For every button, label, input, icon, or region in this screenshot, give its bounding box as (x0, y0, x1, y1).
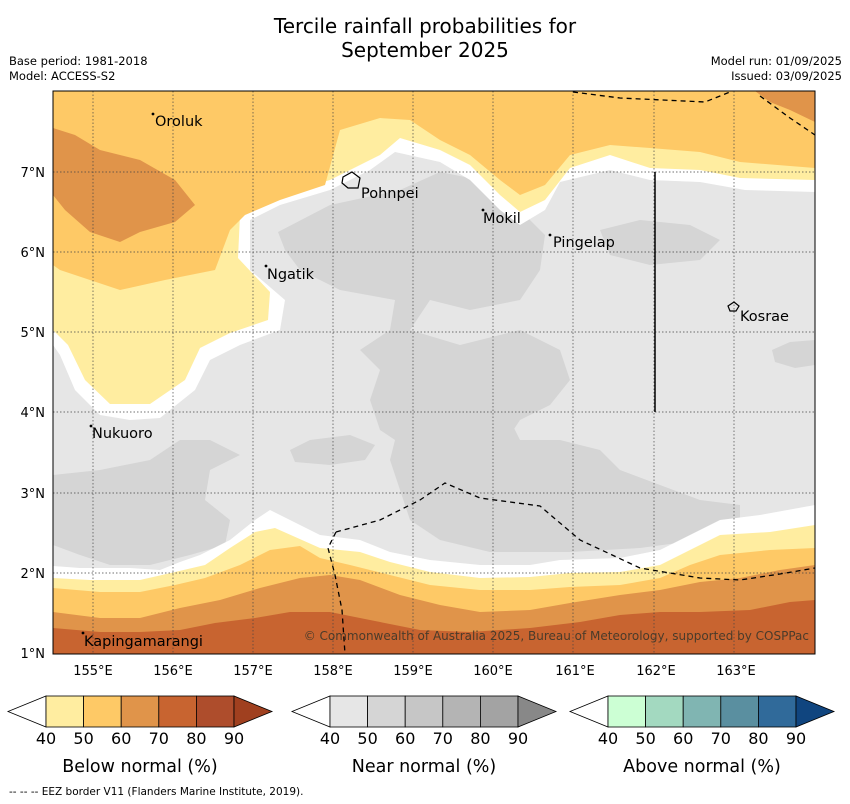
copyright-notice: © Commonwealth of Australia 2025, Bureau… (304, 629, 809, 643)
label-kapingamarangi: Kapingamarangi (84, 634, 203, 650)
colorbar-over-triangle (795, 695, 836, 728)
lat-axis: 7°N 6°N 5°N 4°N 3°N 2°N 1°N (21, 166, 46, 662)
colorbar-segment (45, 695, 84, 728)
meta-left: Base period: 1981-2018 Model: ACCESS-S2 (9, 54, 148, 84)
colorbar-tick-label: 90 (224, 729, 244, 748)
title-line-2: September 2025 (341, 38, 509, 62)
colorbar-segment (120, 695, 160, 728)
colorbar-over-triangle (233, 695, 274, 728)
colorbar-tick-label: 40 (36, 729, 56, 748)
colorbar-below-normal: 40 50 60 70 80 90 (6, 695, 274, 748)
lat-tick-label: 2°N (21, 567, 46, 582)
meta-right: Model run: 01/09/2025 Issued: 03/09/2025 (711, 54, 842, 84)
islands (81, 112, 740, 635)
colorbar-tick-label: 80 (186, 729, 206, 748)
colorbar-tick-label: 40 (320, 729, 340, 748)
colorbar-segment (195, 695, 235, 728)
colorbar-tick-label: 80 (470, 729, 490, 748)
lon-tick-label: 158°E (313, 664, 353, 679)
colorbar-segment (329, 695, 368, 728)
colorbar-segment (682, 695, 722, 728)
colorbar-tick-label: 50 (635, 729, 655, 748)
lat-tick-label: 4°N (21, 406, 46, 421)
colorbar-tick-label: 80 (748, 729, 768, 748)
base-period: Base period: 1981-2018 (9, 54, 148, 68)
lat-tick-label: 1°N (21, 647, 46, 662)
colorbar-segment (158, 695, 197, 728)
colorbar-above-normal: 40 50 60 70 80 90 (568, 695, 836, 748)
label-ngatik: Ngatik (267, 267, 315, 283)
grid-lines (53, 91, 815, 654)
colorbar-segment (607, 695, 646, 728)
label-nukuoro: Nukuoro (92, 426, 153, 442)
colorbar-below-label: Below normal (%) (62, 757, 217, 777)
lon-axis: 155°E 156°E 157°E 158°E 159°E 160°E 161°… (73, 664, 756, 679)
map-frame (52, 90, 816, 655)
lon-tick-label: 160°E (473, 664, 513, 679)
colorbar-under-triangle (6, 695, 47, 728)
colorbar-segment (404, 695, 444, 728)
lon-tick-label: 155°E (73, 664, 113, 679)
eez-border (327, 91, 815, 654)
colorbar-tick-label: 70 (433, 729, 453, 748)
probability-field (53, 91, 815, 654)
label-mokil: Mokil (483, 211, 521, 227)
label-oroluk: Oroluk (155, 114, 203, 130)
colorbar-segment (758, 695, 797, 728)
lat-tick-label: 3°N (21, 487, 46, 502)
colorbar-tick-label: 60 (395, 729, 415, 748)
colorbar-segment (442, 695, 481, 728)
colorbar-near-normal: 40 50 60 70 80 90 (290, 695, 558, 748)
kosrae-island (727, 301, 740, 312)
model-name: Model: ACCESS-S2 (9, 69, 116, 83)
colorbar-over-triangle (517, 695, 558, 728)
colorbar-above-label: Above normal (%) (623, 757, 781, 777)
model-run: Model run: 01/09/2025 (710, 54, 842, 68)
colorbar-tick-label: 70 (711, 729, 731, 748)
colorbar-tick-label: 90 (786, 729, 806, 748)
lat-tick-label: 7°N (21, 166, 46, 181)
colorbar-segment (367, 695, 406, 728)
lon-tick-label: 163°E (716, 664, 756, 679)
colorbar-near-label: Near normal (%) (352, 757, 497, 777)
label-pohnpei: Pohnpei (361, 186, 419, 202)
colorbar-tick-label: 50 (73, 729, 93, 748)
colorbar-tick-label: 60 (673, 729, 693, 748)
pohnpei-island (341, 171, 361, 189)
colorbar-segment (720, 695, 759, 728)
title-line-1: Tercile rainfall probabilities for (273, 14, 577, 38)
lat-tick-label: 5°N (21, 326, 46, 341)
lon-tick-label: 162°E (636, 664, 676, 679)
lon-tick-label: 156°E (153, 664, 193, 679)
colorbar-tick-label: 60 (111, 729, 131, 748)
lon-tick-label: 159°E (393, 664, 433, 679)
colorbar-tick-label: 90 (508, 729, 528, 748)
colorbar-segment (645, 695, 684, 728)
colorbar-segment (83, 695, 122, 728)
colorbar-tick-label: 40 (598, 729, 618, 748)
lon-tick-label: 161°E (555, 664, 595, 679)
footer-note: -- -- -- EEZ border V11 (Flanders Marine… (9, 786, 304, 798)
colorbar-under-triangle (290, 695, 331, 728)
map-title: Tercile rainfall probabilities for Septe… (0, 14, 850, 62)
colorbar-tick-label: 50 (357, 729, 377, 748)
colorbar-under-triangle (568, 695, 609, 728)
lon-tick-label: 157°E (233, 664, 273, 679)
colorbar-segment (479, 695, 519, 728)
label-kosrae: Kosrae (740, 309, 789, 325)
colorbar-tick-label: 70 (149, 729, 169, 748)
issued-date: Issued: 03/09/2025 (731, 69, 842, 83)
lat-tick-label: 6°N (21, 246, 46, 261)
label-pingelap: Pingelap (553, 235, 615, 251)
